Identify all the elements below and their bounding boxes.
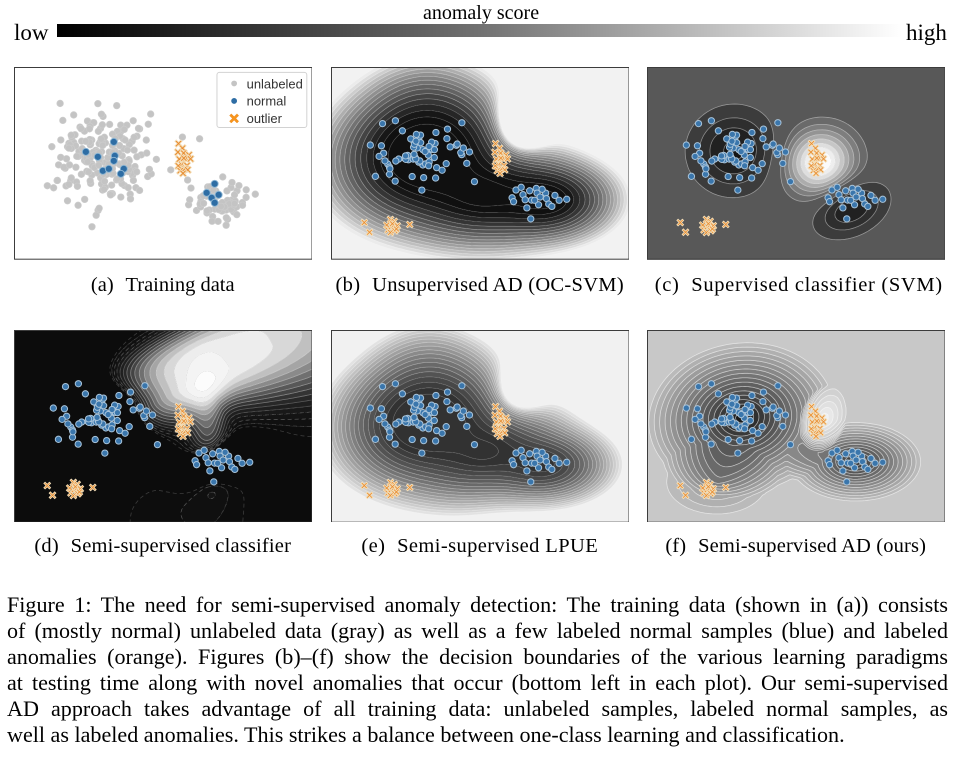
svg-text:normal: normal <box>246 94 286 109</box>
svg-text:unlabeled: unlabeled <box>246 77 302 92</box>
svg-text:outlier: outlier <box>246 112 282 127</box>
